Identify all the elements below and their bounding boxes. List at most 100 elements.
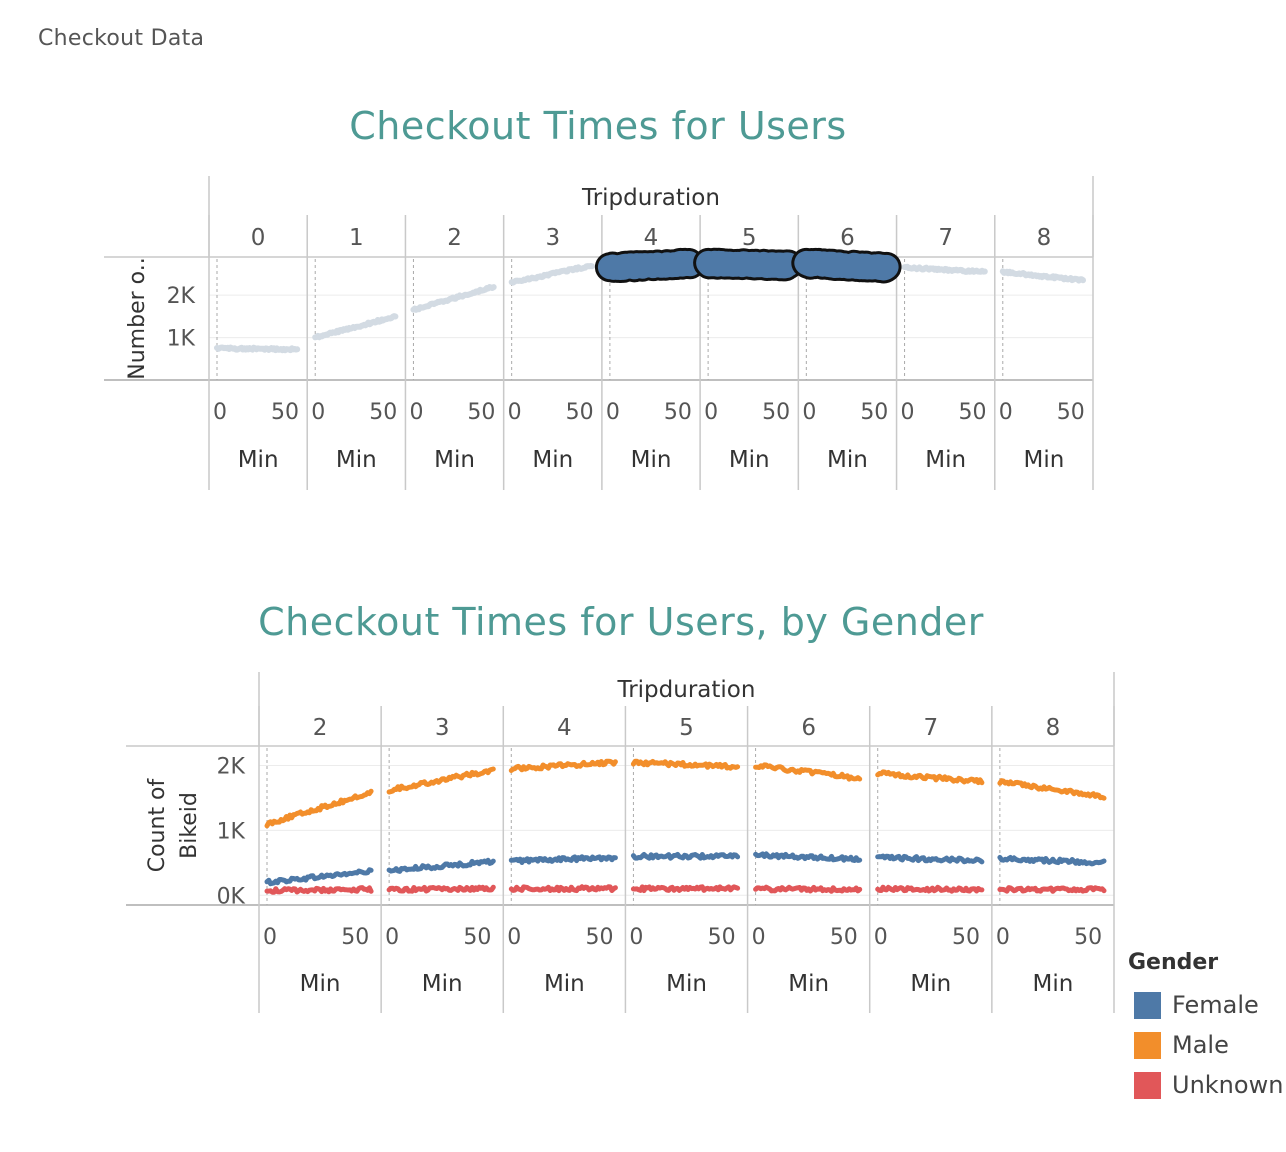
male-line-panel-6 [753, 762, 863, 782]
x-tick-label: 50 [341, 925, 369, 950]
unknown-line-panel-2 [264, 885, 374, 895]
series-line-panel-5 [696, 250, 801, 279]
chart-title-checkout-times-by-gender: Checkout Times for Users, by Gender [258, 600, 984, 644]
female-line-panel-2 [264, 867, 374, 887]
male-line-panel-5 [630, 758, 741, 771]
x-tick-label: 0 [704, 400, 718, 425]
x-axis-label: Min [544, 971, 585, 997]
y-tick-label: 1K [167, 327, 196, 352]
x-axis-label: Min [788, 971, 829, 997]
x-axis-label: Min [729, 447, 770, 473]
panel-header-6: 6 [840, 225, 855, 251]
female-swatch [1134, 991, 1161, 1019]
male-line-panel-2 [264, 788, 374, 829]
x-tick-label: 0 [629, 925, 643, 950]
male-line-panel-4 [508, 758, 618, 773]
x-axis-label: Min [532, 447, 573, 473]
series-line-panel-2 [410, 284, 497, 313]
y-tick-label: 2K [167, 284, 196, 309]
female-line-panel-7 [875, 853, 985, 865]
panel-header-5: 5 [679, 715, 694, 741]
y-tick-label: 1K [217, 819, 246, 844]
x-tick-label: 50 [586, 925, 614, 950]
series-line-panel-4 [597, 250, 703, 280]
legend-label-unknown: Unknown [1172, 1071, 1284, 1099]
legend-title: Gender [1128, 950, 1219, 975]
x-tick-label: 0 [263, 925, 277, 950]
male-swatch [1134, 1031, 1161, 1059]
panel-header-5: 5 [742, 225, 757, 251]
series-line-panel-3 [508, 263, 595, 286]
x-tick-label: 50 [467, 400, 495, 425]
legend-label-male: Male [1172, 1031, 1229, 1059]
panel-header-3: 3 [545, 225, 560, 251]
panel-header-2: 2 [313, 715, 328, 741]
x-axis-label: Min [238, 447, 279, 473]
female-line-panel-6 [753, 851, 863, 863]
x-tick-label: 50 [566, 400, 594, 425]
x-axis-label: Min [925, 447, 966, 473]
unknown-line-panel-4 [508, 884, 618, 894]
x-axis-label: Min [1023, 447, 1064, 473]
x-tick-label: 50 [762, 400, 790, 425]
x-axis-label: Min [434, 447, 475, 473]
panel-header-7: 7 [923, 715, 938, 741]
x-axis-label: Min [1033, 971, 1074, 997]
x-tick-label: 50 [1057, 400, 1085, 425]
x-axis-label: Min [422, 971, 463, 997]
x-axis-label: Min [336, 447, 377, 473]
legend-item-female[interactable]: Female [1128, 985, 1283, 1025]
panel-header-2: 2 [447, 225, 462, 251]
chart-title-checkout-times: Checkout Times for Users [349, 104, 847, 148]
x-tick-label: 50 [860, 400, 888, 425]
y-axis-title-line: Bikeid [177, 792, 202, 859]
x-tick-label: 50 [271, 400, 299, 425]
panel-header-6: 6 [801, 715, 816, 741]
female-line-panel-4 [508, 854, 618, 865]
female-line-panel-8 [997, 854, 1107, 867]
x-tick-label: 50 [369, 400, 397, 425]
x-tick-label: 0 [901, 400, 915, 425]
unknown-line-panel-8 [997, 885, 1107, 894]
x-axis-label: Min [666, 971, 707, 997]
legend-item-unknown[interactable]: Unknown [1128, 1065, 1283, 1105]
panel-header-3: 3 [435, 715, 450, 741]
series-line-panel-7 [901, 263, 988, 275]
x-axis-label: Min [631, 447, 672, 473]
y-tick-label: 0K [217, 884, 246, 909]
series-line-panel-0 [214, 344, 301, 354]
female-line-panel-5 [630, 851, 741, 861]
x-axis-label: Min [300, 971, 341, 997]
x-tick-label: 0 [311, 400, 325, 425]
x-tick-label: 50 [830, 925, 858, 950]
column-header-tripduration: Tripduration [581, 185, 720, 211]
x-tick-label: 0 [507, 925, 521, 950]
legend-item-male[interactable]: Male [1128, 1025, 1283, 1065]
panel-header-8: 8 [1046, 715, 1061, 741]
unknown-swatch [1134, 1071, 1161, 1099]
male-line-panel-7 [875, 769, 985, 786]
legend-label-female: Female [1172, 991, 1259, 1019]
panel-header-4: 4 [557, 715, 572, 741]
male-line-panel-8 [997, 778, 1107, 801]
unknown-line-panel-5 [630, 884, 741, 894]
series-line-panel-6 [794, 250, 899, 281]
panel-header-1: 1 [349, 225, 364, 251]
female-line-panel-3 [386, 857, 496, 874]
panel-header-0: 0 [251, 225, 266, 251]
sheet-title: Checkout Data [38, 26, 205, 51]
x-tick-label: 0 [802, 400, 816, 425]
x-axis-label: Min [910, 971, 951, 997]
y-tick-label: 2K [217, 754, 246, 779]
x-tick-label: 50 [708, 925, 736, 950]
series-line-panel-1 [312, 313, 399, 341]
unknown-line-panel-6 [753, 884, 863, 894]
x-tick-label: 0 [752, 925, 766, 950]
x-tick-label: 0 [874, 925, 888, 950]
panel-header-8: 8 [1037, 225, 1052, 251]
x-tick-label: 0 [213, 400, 227, 425]
x-tick-label: 0 [409, 400, 423, 425]
x-tick-label: 50 [952, 925, 980, 950]
